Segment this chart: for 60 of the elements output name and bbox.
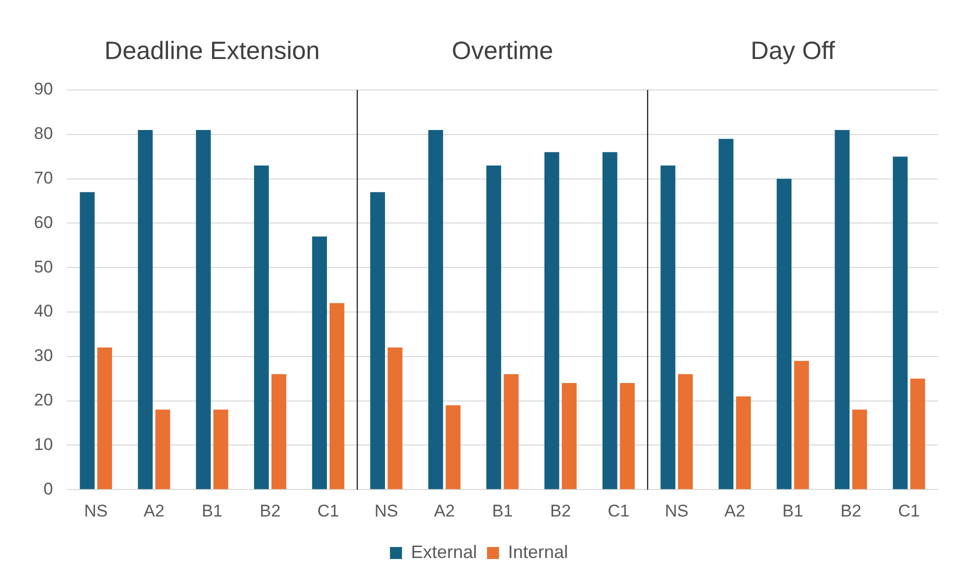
y-tick-label: 0 bbox=[43, 479, 53, 498]
bar bbox=[718, 138, 734, 490]
bar bbox=[504, 374, 519, 490]
bar bbox=[834, 130, 850, 490]
bar bbox=[196, 130, 211, 490]
bar bbox=[486, 165, 502, 490]
bar bbox=[254, 165, 269, 490]
bar bbox=[736, 396, 751, 490]
x-tick-label: B2 bbox=[550, 501, 571, 520]
legend-label: External bbox=[410, 542, 478, 562]
bar bbox=[370, 192, 386, 490]
bar bbox=[388, 348, 402, 490]
x-tick-label: B1 bbox=[782, 501, 804, 520]
x-tick-label: C1 bbox=[317, 501, 340, 520]
x-tick-label: B2 bbox=[840, 501, 862, 520]
bar bbox=[910, 378, 926, 490]
bar bbox=[678, 374, 693, 490]
bar bbox=[446, 405, 460, 490]
bar bbox=[660, 165, 676, 490]
y-tick-label: 20 bbox=[34, 390, 53, 410]
bar bbox=[602, 152, 618, 490]
y-tick-label: 10 bbox=[34, 434, 53, 454]
y-tick-label: 70 bbox=[34, 168, 53, 188]
x-tick-label: A2 bbox=[724, 501, 746, 520]
bar bbox=[271, 374, 286, 490]
y-tick-label: 90 bbox=[34, 80, 53, 99]
x-tick-label: C1 bbox=[608, 501, 630, 520]
bar bbox=[138, 130, 153, 490]
x-tick-label: C1 bbox=[898, 501, 920, 520]
y-tick-label: 60 bbox=[34, 212, 53, 232]
text: Deadline Extension bbox=[104, 36, 320, 65]
x-tick-label: B1 bbox=[202, 501, 222, 520]
legend-label: Internal bbox=[508, 542, 568, 562]
bar bbox=[892, 156, 908, 490]
text: Overtime bbox=[452, 36, 554, 65]
x-tick-label: NS bbox=[374, 501, 398, 520]
bar bbox=[562, 383, 577, 490]
bar bbox=[330, 303, 344, 490]
bar bbox=[97, 348, 112, 490]
y-tick-label: 30 bbox=[34, 346, 53, 366]
x-tick-label: NS bbox=[664, 501, 688, 520]
x-tick-label: B1 bbox=[492, 501, 513, 520]
x-tick-label: A2 bbox=[434, 501, 455, 520]
x-tick-label: A2 bbox=[144, 501, 164, 520]
bar bbox=[852, 410, 868, 490]
bar bbox=[312, 236, 327, 490]
y-tick-label: 50 bbox=[34, 257, 53, 276]
bar bbox=[155, 410, 170, 490]
bar bbox=[776, 178, 792, 490]
y-tick-label: 80 bbox=[34, 124, 53, 144]
y-tick-label: 40 bbox=[34, 302, 53, 321]
bar bbox=[213, 410, 228, 490]
bar bbox=[620, 383, 635, 490]
text: Day Off bbox=[750, 36, 836, 65]
bar bbox=[794, 360, 809, 490]
x-tick-label: B2 bbox=[260, 501, 281, 520]
bar bbox=[80, 192, 95, 490]
bar bbox=[428, 130, 444, 490]
bar bbox=[544, 152, 560, 490]
x-tick-label: NS bbox=[84, 501, 108, 520]
